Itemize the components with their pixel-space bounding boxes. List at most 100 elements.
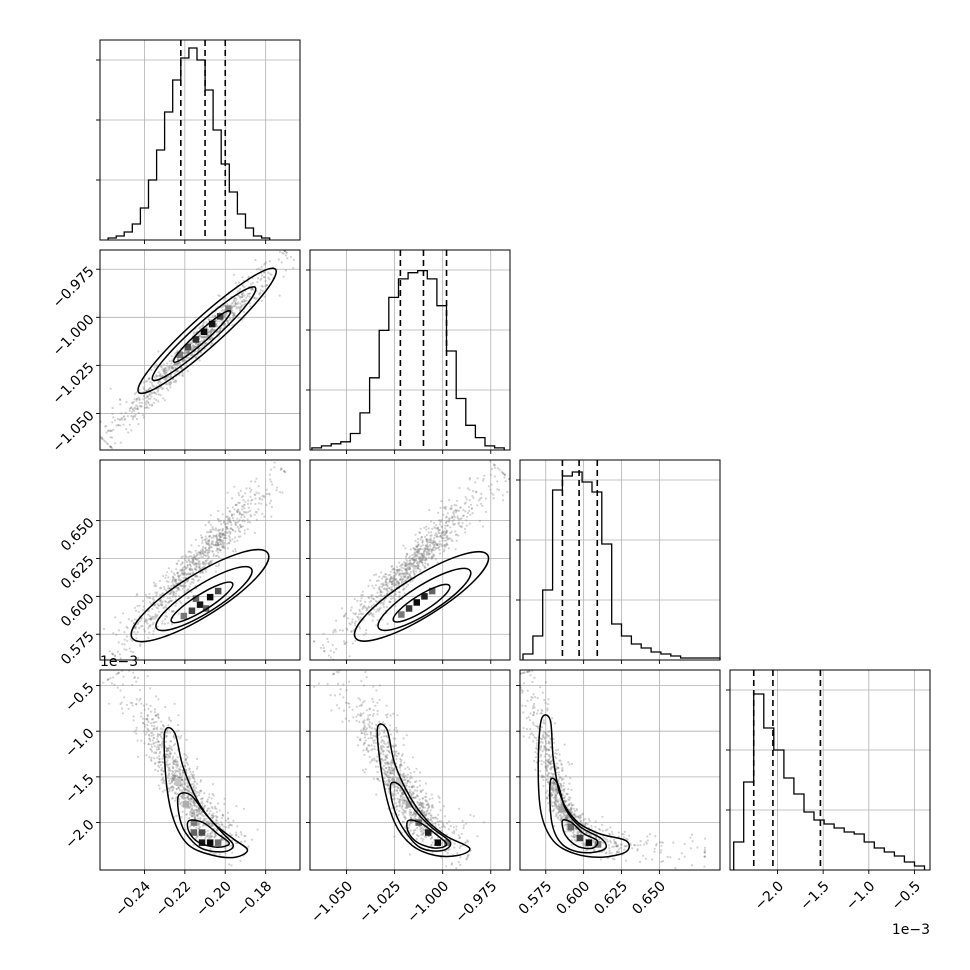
sample-point <box>468 478 471 481</box>
sample-point <box>195 356 198 359</box>
sample-point <box>218 563 221 566</box>
sample-point <box>166 776 170 780</box>
sample-point <box>196 765 199 768</box>
sample-point <box>161 375 164 378</box>
sample-point <box>207 822 210 826</box>
sample-point <box>221 541 224 544</box>
density-cell <box>413 599 420 606</box>
sample-point <box>436 542 439 546</box>
sample-point <box>437 530 440 534</box>
sample-point <box>215 819 219 822</box>
sample-point <box>215 544 218 547</box>
sample-point <box>267 271 270 274</box>
sample-point <box>409 559 412 562</box>
sample-point <box>189 777 192 780</box>
sample-point <box>409 829 412 832</box>
sample-point <box>182 360 185 363</box>
sample-point <box>404 568 407 571</box>
sample-point <box>403 779 406 782</box>
sample-point <box>359 712 362 715</box>
sample-point <box>142 395 146 398</box>
sample-point <box>475 490 478 493</box>
sample-point <box>374 765 377 768</box>
sample-point <box>236 517 239 520</box>
sample-point <box>216 815 219 818</box>
sample-point <box>208 318 211 321</box>
sample-point <box>152 617 155 620</box>
sample-point <box>166 756 170 759</box>
sample-point <box>241 304 244 307</box>
sample-point <box>159 727 162 730</box>
sample-point <box>386 582 389 585</box>
sample-point <box>225 515 228 519</box>
sample-point <box>418 804 421 807</box>
sample-point <box>246 518 249 521</box>
sample-point <box>164 600 167 603</box>
sample-point <box>154 391 157 394</box>
sample-point <box>452 518 456 522</box>
sample-point <box>214 543 217 546</box>
sample-point <box>413 559 416 562</box>
sample-point <box>167 787 170 790</box>
sample-point <box>453 522 456 526</box>
sample-point <box>251 287 254 290</box>
sample-point <box>235 831 238 834</box>
sample-point <box>215 535 218 538</box>
sample-point <box>332 672 335 676</box>
sample-point <box>167 567 170 570</box>
sample-point <box>149 387 152 390</box>
sample-point <box>152 727 156 731</box>
sample-point <box>427 548 430 551</box>
sample-point <box>421 829 424 832</box>
sample-point <box>199 347 202 350</box>
sample-point <box>134 407 137 410</box>
sample-point <box>391 761 394 764</box>
sample-point <box>433 536 436 540</box>
sample-point <box>148 618 151 621</box>
sample-point <box>181 374 184 377</box>
sample-point <box>182 351 185 355</box>
sample-point <box>216 542 219 546</box>
sample-point <box>386 741 389 744</box>
sample-point <box>155 720 158 723</box>
sample-point <box>246 292 249 295</box>
sample-point <box>152 736 155 740</box>
sample-point <box>387 768 390 771</box>
sample-point <box>429 545 432 548</box>
sample-point <box>409 575 412 578</box>
sample-point <box>244 500 247 503</box>
sample-point <box>148 377 151 380</box>
sample-point <box>443 544 446 547</box>
sample-point <box>382 750 385 753</box>
sample-point <box>395 757 398 761</box>
sample-point <box>375 689 378 692</box>
sample-point <box>335 704 339 707</box>
sample-point <box>234 521 237 524</box>
sample-point <box>420 837 423 840</box>
sample-point <box>454 548 457 551</box>
sample-point <box>263 295 266 298</box>
sample-point <box>161 603 164 607</box>
sample-point <box>188 559 191 562</box>
sample-point <box>212 553 215 556</box>
sample-point <box>229 521 233 524</box>
sample-point <box>202 556 205 559</box>
sample-point <box>175 763 178 766</box>
sample-point <box>254 502 257 506</box>
sample-point <box>130 619 133 623</box>
sample-point <box>375 600 378 603</box>
sample-point <box>370 727 373 730</box>
sample-point <box>399 794 402 797</box>
sample-point <box>445 536 448 539</box>
sample-point <box>217 528 220 532</box>
sample-point <box>416 555 419 558</box>
sample-point <box>133 406 136 409</box>
sample-point <box>223 521 226 524</box>
sample-point <box>142 416 145 419</box>
sample-point <box>231 538 234 541</box>
sample-point <box>430 843 433 846</box>
sample-point <box>203 338 206 341</box>
sample-point <box>457 834 460 837</box>
histogram-step-line <box>107 47 271 240</box>
sample-point <box>400 579 404 582</box>
